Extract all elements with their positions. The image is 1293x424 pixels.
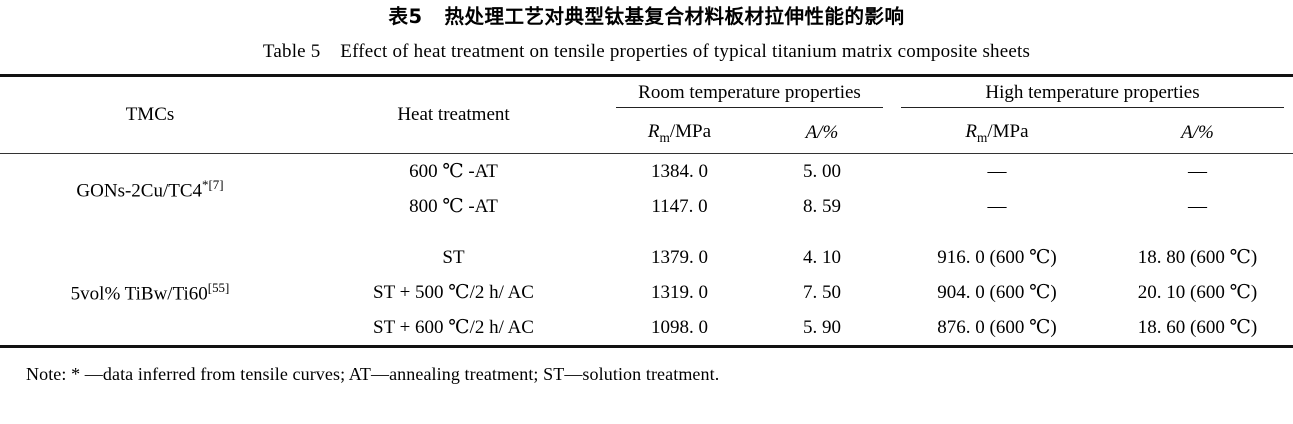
material-reference: [55] (207, 280, 230, 296)
spacer (892, 224, 1102, 240)
cell-room-rm: 1098. 0 (651, 316, 708, 338)
spacer (752, 224, 892, 240)
table-header-rule (0, 153, 1293, 155)
cell-heat-treatment: ST + 600 ℃/2 h/ AC (373, 317, 534, 339)
cell-room-a: 5. 90 (803, 316, 841, 338)
header-room-a-unit: /% (817, 122, 839, 144)
header-room-a: A/% (752, 113, 892, 153)
header-high-temperature-group: High temperature properties (892, 77, 1293, 113)
header-high-rm-symbol: R (965, 120, 978, 142)
cell-high-a: 18. 80 (600 ℃) (1137, 247, 1258, 269)
spacer (0, 224, 300, 240)
cell-high-rm: 916. 0 (600 ℃) (937, 247, 1057, 269)
material-name: 5vol% TiBw/Ti60 (70, 283, 208, 305)
cell-high-a: 18. 60 (600 ℃) (1137, 317, 1258, 339)
material-label-gons-2cu-tc4: GONs-2Cu/TC4*[7] (0, 154, 300, 224)
group-separator (0, 224, 1293, 240)
header-high-rm-subscript: m (977, 129, 988, 145)
spacer (1102, 224, 1293, 240)
spacer (607, 224, 752, 240)
material-label-5vol-tibw-ti60: 5vol% TiBw/Ti60[55] (0, 240, 300, 345)
table-row: 5vol% TiBw/Ti60[55] ST 1379. 0 4. 10 916… (0, 240, 1293, 305)
header-high-temperature-label: High temperature properties (901, 82, 1285, 109)
cell-room-rm: 1147. 0 (651, 195, 708, 217)
header-heat-treatment: Heat treatment (397, 104, 510, 126)
tensile-properties-body: GONs-2Cu/TC4*[7] 600 ℃ -AT 1384. 0 5. 00… (0, 154, 1293, 345)
header-group-row: TMCs Heat treatment Room temperature pro… (0, 77, 1293, 125)
table-bottom-rule (0, 345, 1293, 349)
header-sub-row: Rm/MPa A/% Rm/MPa A/% (0, 113, 1293, 153)
header-room-temperature-group: Room temperature properties (607, 77, 892, 113)
cell-high-a: — (1188, 195, 1207, 217)
cell-room-rm: 1319. 0 (651, 281, 708, 303)
table-row: GONs-2Cu/TC4*[7] 600 ℃ -AT 1384. 0 5. 00… (0, 154, 1293, 201)
cell-high-rm: 876. 0 (600 ℃) (937, 317, 1057, 339)
cell-room-a: 5. 00 (803, 160, 841, 182)
cell-room-rm: 1384. 0 (651, 160, 708, 182)
caption-english: Table 5 Effect of heat treatment on tens… (262, 41, 1031, 63)
tensile-properties-table: TMCs Heat treatment Room temperature pro… (0, 77, 1293, 153)
cell-room-a: 8. 59 (803, 195, 841, 217)
table-row: ST + 500 ℃/2 h/ AC 1319. 0 7. 50 904. 0 … (0, 275, 1293, 310)
cell-heat-treatment: 800 ℃ -AT (409, 196, 498, 218)
cell-room-rm: 1379. 0 (651, 246, 708, 268)
header-room-temperature-label: Room temperature properties (616, 82, 883, 109)
table-row: ST + 600 ℃/2 h/ AC 1098. 0 5. 90 876. 0 … (0, 310, 1293, 345)
header-room-rm-subscript: m (659, 129, 670, 145)
table-footnote: Note: * —data inferred from tensile curv… (26, 364, 720, 385)
cell-room-a: 7. 50 (803, 281, 841, 303)
cell-high-rm: — (987, 160, 1007, 182)
header-high-a: A/% (1102, 113, 1293, 153)
table-top-rule (0, 74, 1293, 78)
header-room-rm-unit: /MPa (669, 120, 712, 142)
table-body: GONs-2Cu/TC4*[7] 600 ℃ -AT 1384. 0 5. 00… (0, 154, 1293, 345)
header-tmcs: TMCs (125, 104, 175, 126)
header-high-a-symbol: A (1181, 122, 1193, 144)
header-high-a-unit: /% (1192, 122, 1214, 144)
material-name: GONs-2Cu/TC4 (76, 180, 203, 201)
table-head: TMCs Heat treatment Room temperature pro… (0, 77, 1293, 153)
cell-room-a: 4. 10 (803, 246, 841, 268)
header-room-a-symbol: A (805, 122, 818, 144)
cell-heat-treatment: ST (442, 246, 465, 268)
material-reference: *[7] (202, 176, 224, 192)
cell-heat-treatment: ST + 500 ℃/2 h/ AC (373, 282, 534, 304)
cell-high-a: 20. 10 (600 ℃) (1137, 282, 1258, 304)
cell-high-rm: — (987, 195, 1007, 217)
header-high-rm-unit: /MPa (987, 120, 1029, 142)
table-row: 800 ℃ -AT 1147. 0 8. 59 — — (0, 189, 1293, 224)
header-room-rm: Rm/MPa (607, 113, 752, 153)
spacer (300, 224, 607, 240)
caption-chinese: 表5 热处理工艺对典型钛基复合材料板材拉伸性能的影响 (388, 5, 905, 28)
header-high-rm: Rm/MPa (892, 113, 1102, 153)
cell-high-a: — (1188, 160, 1207, 182)
cell-heat-treatment: 600 ℃ -AT (409, 161, 498, 183)
cell-high-rm: 904. 0 (600 ℃) (937, 282, 1057, 304)
header-room-rm-symbol: R (647, 120, 660, 142)
